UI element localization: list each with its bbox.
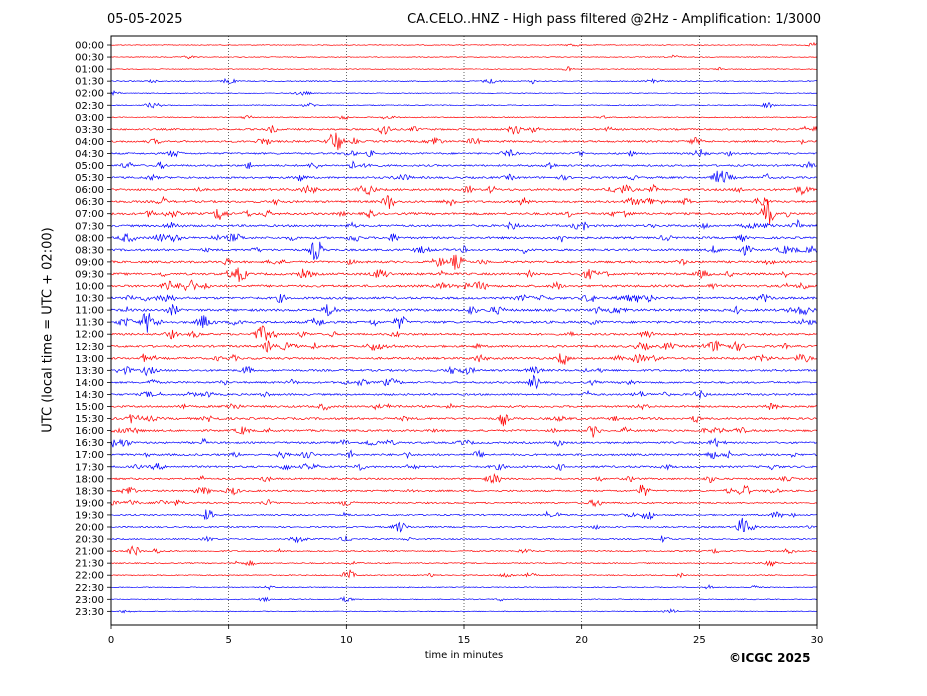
y-tick-label: 10:30 — [75, 294, 104, 305]
y-tick-label: 18:30 — [75, 486, 104, 497]
y-tick-label: 06:00 — [75, 185, 104, 196]
y-tick-label: 20:00 — [75, 523, 104, 534]
y-tick-label: 02:00 — [75, 89, 104, 100]
y-tick-label: 10:00 — [75, 282, 104, 293]
copyright-text: ©ICGC 2025 — [729, 651, 811, 665]
trace-2300 — [110, 595, 818, 603]
trace-1900 — [110, 499, 818, 508]
trace-0830 — [110, 241, 818, 260]
y-tick-label: 23:30 — [75, 607, 104, 618]
y-tick-label: 22:00 — [75, 571, 104, 582]
y-tick-label: 17:00 — [75, 450, 104, 461]
y-tick-label: 13:00 — [75, 354, 104, 365]
y-tick-label: 03:00 — [75, 113, 104, 124]
y-tick-label: 17:30 — [75, 462, 104, 473]
y-tick-label: 22:30 — [75, 583, 104, 594]
y-tick-label: 20:30 — [75, 535, 104, 546]
trace-1830 — [110, 484, 818, 496]
plot-date: 05-05-2025 — [107, 12, 183, 27]
trace-1130 — [110, 312, 818, 333]
trace-2000 — [110, 517, 818, 533]
y-tick-label: 05:00 — [75, 161, 104, 172]
trace-0430 — [110, 148, 818, 158]
trace-2200 — [110, 569, 818, 579]
x-tick-label: 20 — [575, 635, 588, 646]
y-tick-label: 09:30 — [75, 269, 104, 280]
y-tick-label: 00:00 — [75, 41, 104, 52]
x-tick-label: 25 — [693, 635, 706, 646]
trace-1700 — [110, 449, 818, 460]
trace-2230 — [110, 584, 818, 591]
y-tick-label: 12:30 — [75, 342, 104, 353]
x-axis-label: time in minutes — [424, 650, 504, 661]
trace-0900 — [110, 254, 818, 270]
y-tick-label: 07:30 — [75, 221, 104, 232]
x-tick-label: 30 — [811, 635, 824, 646]
y-tick-label: 03:30 — [75, 125, 104, 136]
y-tick-label: 11:30 — [75, 318, 104, 329]
x-tick-label: 10 — [340, 635, 353, 646]
trace-0100 — [110, 66, 818, 72]
y-tick-label: 15:00 — [75, 402, 104, 413]
y-tick-label: 13:30 — [75, 366, 104, 377]
trace-0030 — [110, 54, 818, 60]
y-tick-label: 08:30 — [75, 245, 104, 256]
trace-1800 — [110, 472, 818, 484]
trace-2100 — [110, 545, 818, 556]
x-tick-label: 15 — [458, 635, 471, 646]
y-tick-label: 05:30 — [75, 173, 104, 184]
trace-1330 — [110, 365, 818, 377]
y-tick-label: 01:00 — [75, 65, 104, 76]
y-tick-label: 12:00 — [75, 330, 104, 341]
trace-1730 — [110, 462, 818, 471]
trace-2130 — [110, 560, 817, 567]
y-tick-label: 19:00 — [75, 498, 104, 509]
trace-2330 — [110, 608, 818, 614]
y-tick-label: 16:30 — [75, 438, 104, 449]
y-tick-label: 06:30 — [75, 197, 104, 208]
y-tick-label: 09:00 — [75, 257, 104, 268]
trace-0630 — [110, 195, 818, 209]
trace-1500 — [110, 402, 818, 411]
x-tick-label: 0 — [108, 635, 114, 646]
y-tick-label: 16:00 — [75, 426, 104, 437]
y-tick-label: 04:00 — [75, 137, 104, 148]
y-axis-label: UTC (local time = UTC + 02:00) — [40, 227, 56, 433]
y-tick-label: 21:30 — [75, 559, 104, 570]
y-tick-label: 01:30 — [75, 77, 104, 88]
y-tick-label: 07:00 — [75, 209, 104, 220]
y-tick-label: 19:30 — [75, 510, 104, 521]
y-tick-label: 11:00 — [75, 306, 104, 317]
x-tick-label: 5 — [225, 635, 231, 646]
trace-1430 — [110, 389, 818, 399]
y-tick-label: 00:30 — [75, 53, 104, 64]
trace-0700 — [110, 199, 818, 225]
y-tick-label: 08:00 — [75, 233, 104, 244]
y-tick-label: 14:00 — [75, 378, 104, 389]
y-tick-label: 15:30 — [75, 414, 104, 425]
trace-1300 — [110, 353, 818, 365]
y-tick-label: 14:30 — [75, 390, 104, 401]
trace-1630 — [110, 437, 818, 448]
y-tick-label: 23:00 — [75, 595, 104, 606]
trace-1930 — [110, 509, 818, 521]
y-tick-label: 04:30 — [75, 149, 104, 160]
y-tick-label: 02:30 — [75, 101, 104, 112]
plot-title: CA.CELO..HNZ - High pass filtered @2Hz -… — [407, 12, 821, 27]
trace-2030 — [110, 535, 818, 544]
y-tick-label: 21:00 — [75, 547, 104, 558]
y-tick-label: 18:00 — [75, 474, 104, 485]
trace-1030 — [110, 293, 818, 303]
